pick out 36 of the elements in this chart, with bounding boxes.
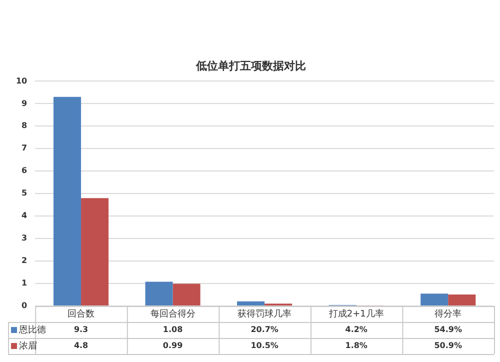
- chart-title: 低位单打五项数据对比: [195, 59, 306, 72]
- data-label: 50.9%: [434, 341, 462, 350]
- legend-label: 浓眉: [19, 340, 37, 352]
- legend-label: 恩比德: [18, 324, 46, 336]
- x-tick-label: 打成2+1几率: [328, 308, 384, 320]
- y-tick-label: 1: [22, 278, 28, 288]
- data-label: 10.5%: [250, 341, 278, 350]
- data-label: 1.8%: [345, 341, 368, 350]
- data-label: 1.08: [162, 325, 184, 334]
- y-tick-label: 4: [22, 211, 28, 220]
- y-tick-label: 6: [22, 166, 28, 176]
- data-label: 4.8: [74, 341, 89, 350]
- y-tick-label: 3: [22, 234, 28, 243]
- y-tick-label: 2: [22, 256, 28, 266]
- bar: [81, 198, 109, 306]
- data-label: 20.7%: [250, 325, 278, 334]
- x-tick-label: 得分率: [434, 308, 462, 320]
- data-label: 9.3: [74, 325, 88, 334]
- y-tick-label: 10: [16, 76, 28, 86]
- data-label: 4.2%: [345, 325, 368, 334]
- y-tick-label: 0: [22, 301, 28, 310]
- bar: [145, 282, 173, 306]
- data-label: 54.9%: [434, 325, 462, 334]
- y-tick-label: 8: [22, 121, 28, 130]
- bar: [420, 294, 448, 306]
- bar: [172, 284, 200, 306]
- y-tick-label: 7: [22, 144, 28, 153]
- y-tick-label: 5: [22, 188, 28, 198]
- bar: [53, 96, 82, 306]
- x-tick-label: 每回合得分: [150, 308, 196, 320]
- y-tick-label: 9: [22, 98, 28, 108]
- bar: [237, 301, 265, 306]
- x-tick-label: 获得罚球几率: [238, 308, 292, 320]
- x-tick-label: 回合数: [68, 308, 95, 320]
- data-label: 0.99: [162, 341, 184, 350]
- bar: [448, 294, 476, 306]
